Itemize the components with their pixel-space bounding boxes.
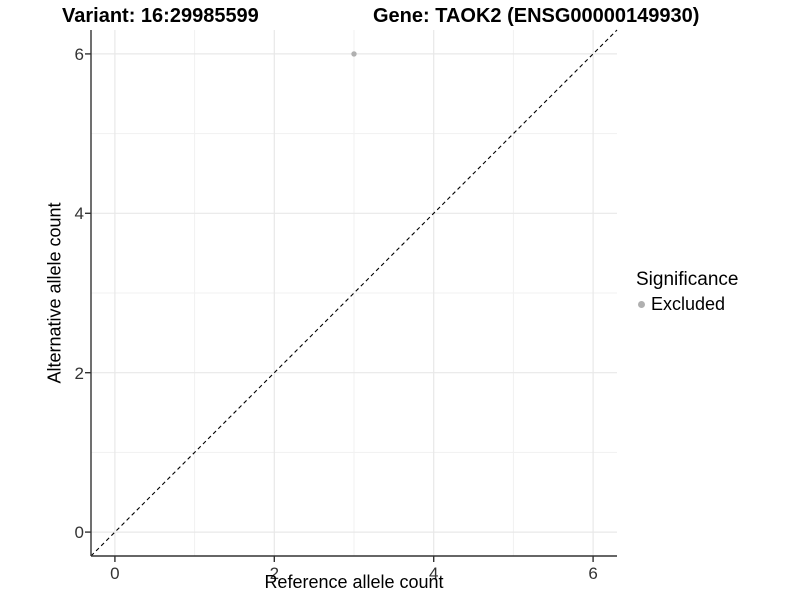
- y-axis-title: Alternative allele count: [44, 202, 65, 384]
- legend-point-icon: [638, 301, 645, 309]
- identity-dashed-line: [90, 29, 618, 557]
- legend-item-excluded: Excluded: [636, 293, 738, 315]
- legend-item-label: Excluded: [651, 293, 726, 314]
- legend: Significance Excluded: [636, 268, 738, 315]
- data-point: [351, 51, 357, 57]
- legend-title: Significance: [636, 269, 739, 290]
- plot-title-gene: Gene: TAOK2 (ENSG00000149930): [373, 5, 700, 27]
- plot-title-variant: Variant: 16:29985599: [62, 5, 259, 27]
- x-axis-title: Reference allele count: [264, 572, 444, 592]
